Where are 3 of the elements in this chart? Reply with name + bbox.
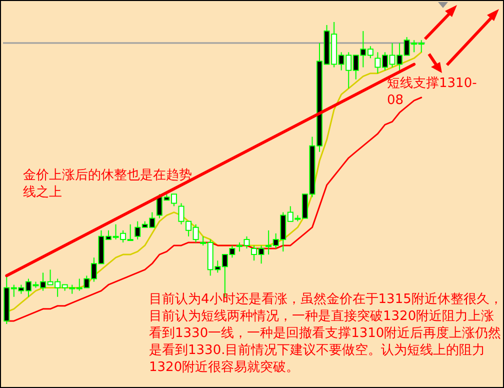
annotation: 短线支撑1310-08 <box>387 75 478 109</box>
annotation: 目前认为4小时还是看涨，虽然金价在于1315附近休整很久，目前认为短线两种情况，一种是直接突破1320附近阻力上涨看到1330一线，一种是回撤看支撑1310附近后再度上涨仍然是看到1330.目前情况下建议不要做空。认为短线上的阻力1320附近很容易就突破。 <box>149 291 503 376</box>
annotation: 金价上涨后的休整也是在趋势线之上 <box>23 167 193 201</box>
